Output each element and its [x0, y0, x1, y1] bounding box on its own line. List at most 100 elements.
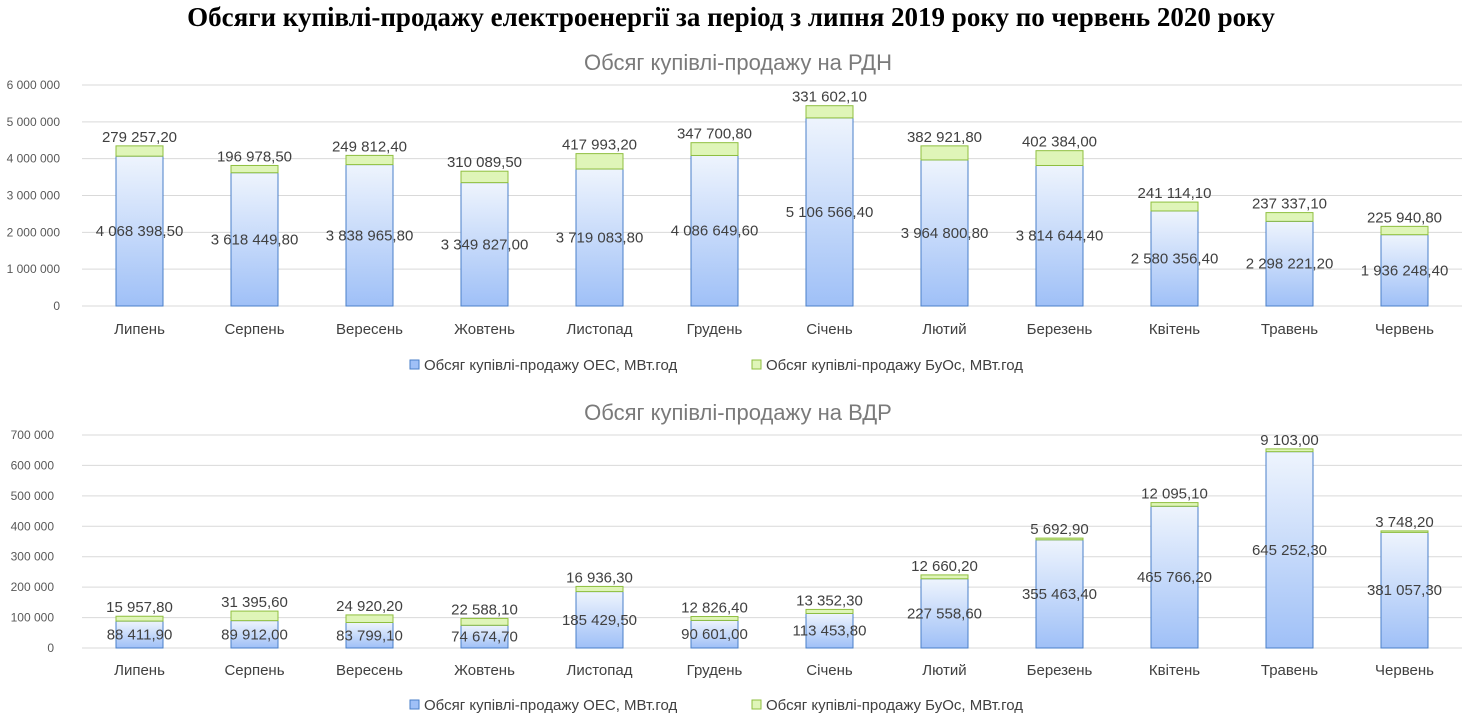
bar-buos — [575, 585, 624, 593]
data-label-oes: 381 057,30 — [1367, 582, 1442, 599]
data-label-oes: 1 936 248,40 — [1361, 262, 1449, 279]
bar-oes — [805, 117, 854, 307]
x-category-label: Грудень — [687, 662, 743, 679]
legend-label: Обсяг купівлі-продажу БуОс, МВт.год — [766, 697, 1023, 714]
data-label-buos: 382 921,80 — [907, 129, 982, 146]
y-tick-label: 1 000 000 — [7, 262, 61, 276]
data-label-oes: 3 349 827,00 — [441, 236, 529, 253]
chart-title: Обсяг купівлі-продажу на РДН — [584, 50, 892, 75]
legend-label: Обсяг купівлі-продажу ОЕС, МВт.год — [424, 357, 678, 374]
chart-vdr-svg: Обсяг купівлі-продажу на ВДР 0 100 000 200 … — [11, 400, 1462, 714]
data-label-buos: 16 936,30 — [566, 569, 633, 586]
bar-buos — [920, 145, 969, 161]
bar-oes — [1150, 210, 1199, 307]
chart-title: Обсяг купівлі-продажу на ВДР — [584, 400, 892, 425]
data-label-buos: 24 920,20 — [336, 598, 403, 615]
x-category-label: Вересень — [336, 662, 403, 679]
data-label-buos: 12 095,10 — [1141, 486, 1208, 503]
x-category-label: Квітень — [1149, 321, 1200, 338]
x-category-label: Листопад — [567, 321, 633, 338]
y-tick-label: 400 000 — [11, 519, 55, 533]
data-label-buos: 249 812,40 — [332, 138, 407, 155]
data-label-oes: 3 838 965,80 — [326, 227, 414, 244]
bar-oes — [575, 168, 624, 307]
y-tick-label: 600 000 — [11, 458, 55, 472]
data-label-buos: 13 352,30 — [796, 592, 863, 609]
x-category-label: Липень — [114, 662, 165, 679]
bar-buos — [230, 164, 279, 174]
data-label-oes: 3 719 083,80 — [556, 230, 644, 247]
bar-oes — [345, 164, 394, 307]
x-category-label: Серпень — [224, 321, 284, 338]
x-category-label: Січень — [806, 662, 853, 679]
y-tick-label: 100 000 — [11, 611, 55, 625]
data-label-buos: 12 660,20 — [911, 558, 978, 575]
data-label-buos: 196 978,50 — [217, 148, 292, 165]
bar-buos — [1265, 212, 1314, 222]
data-label-oes: 88 411,90 — [107, 627, 173, 644]
x-category-label: Грудень — [687, 321, 743, 338]
bar-oes — [230, 620, 279, 649]
legend: Обсяг купівлі-продажу ОЕС, МВт.год Обсяг … — [409, 697, 1023, 714]
x-category-label: Листопад — [567, 662, 633, 679]
legend: Обсяг купівлі-продажу ОЕС, МВт.год Обсяг … — [409, 357, 1023, 374]
chart-rdn-svg: Обсяг купівлі-продажу на РДН 0 1 000 000 2 … — [7, 50, 1462, 374]
data-label-buos: 310 089,50 — [447, 154, 522, 171]
x-category-label: Жовтень — [454, 321, 515, 338]
data-label-buos: 279 257,20 — [102, 129, 177, 146]
bar-oes — [690, 154, 739, 307]
data-label-oes: 89 912,00 — [221, 626, 288, 643]
bar-oes — [115, 155, 164, 307]
x-category-label: Серпень — [224, 662, 284, 679]
data-label-buos: 15 957,80 — [106, 599, 173, 616]
data-label-buos: 9 103,00 — [1260, 432, 1318, 449]
data-label-buos: 241 114,10 — [1138, 185, 1212, 202]
bar-oes — [345, 622, 394, 649]
bar-buos — [805, 608, 854, 614]
x-category-label: Вересень — [336, 321, 403, 338]
bar-oes — [1380, 234, 1429, 307]
y-tick-label: 700 000 — [11, 428, 55, 442]
chart-vdr: Обсяг купівлі-продажу на ВДР 0 100 000 200 … — [0, 392, 1462, 722]
data-label-oes: 74 674,70 — [451, 629, 518, 646]
data-label-oes: 3 814 644,40 — [1016, 228, 1104, 245]
chart-rdn: Обсяг купівлі-продажу на РДН 0 1 000 000 2 … — [0, 40, 1462, 380]
data-label-buos: 3 748,20 — [1375, 514, 1433, 531]
bar-buos — [1035, 537, 1084, 541]
data-label-buos: 22 588,10 — [451, 601, 518, 618]
data-label-oes: 5 106 566,40 — [786, 204, 874, 221]
bar-oes — [920, 578, 969, 649]
x-category-label: Червень — [1375, 321, 1434, 338]
bar-oes — [1035, 164, 1084, 307]
bar-oes — [1035, 539, 1084, 649]
data-label-oes: 3 618 449,80 — [211, 231, 299, 248]
data-label-buos: 12 826,40 — [681, 600, 748, 617]
data-label-oes: 227 558,60 — [907, 605, 982, 622]
bar-buos — [1150, 201, 1199, 212]
data-label-oes: 3 964 800,80 — [901, 225, 989, 242]
bar-buos — [690, 142, 739, 156]
bar-buos — [1380, 225, 1429, 236]
bar-buos — [460, 170, 509, 184]
y-tick-label: 2 000 000 — [7, 225, 61, 239]
bar-buos — [1035, 150, 1084, 166]
legend-swatch — [409, 359, 420, 370]
data-label-oes: 185 429,50 — [562, 612, 637, 629]
y-tick-label: 4 000 000 — [7, 152, 61, 166]
y-tick-label: 500 000 — [11, 489, 55, 503]
bar-buos — [345, 614, 394, 624]
data-label-buos: 225 940,80 — [1367, 209, 1442, 226]
data-label-oes: 2 298 221,20 — [1246, 256, 1334, 273]
data-label-oes: 4 068 398,50 — [96, 223, 184, 240]
bar-buos — [1380, 530, 1429, 533]
data-label-oes: 113 453,80 — [793, 623, 867, 640]
legend-swatch — [409, 699, 420, 710]
x-category-label: Лютий — [922, 321, 966, 338]
bar-buos — [115, 615, 164, 622]
data-label-buos: 237 337,10 — [1252, 196, 1327, 213]
x-category-label: Квітень — [1149, 662, 1200, 679]
data-label-oes: 645 252,30 — [1252, 542, 1327, 559]
y-tick-label: 0 — [47, 641, 54, 655]
bar-oes — [460, 182, 509, 307]
y-tick-label: 3 000 000 — [7, 189, 61, 203]
